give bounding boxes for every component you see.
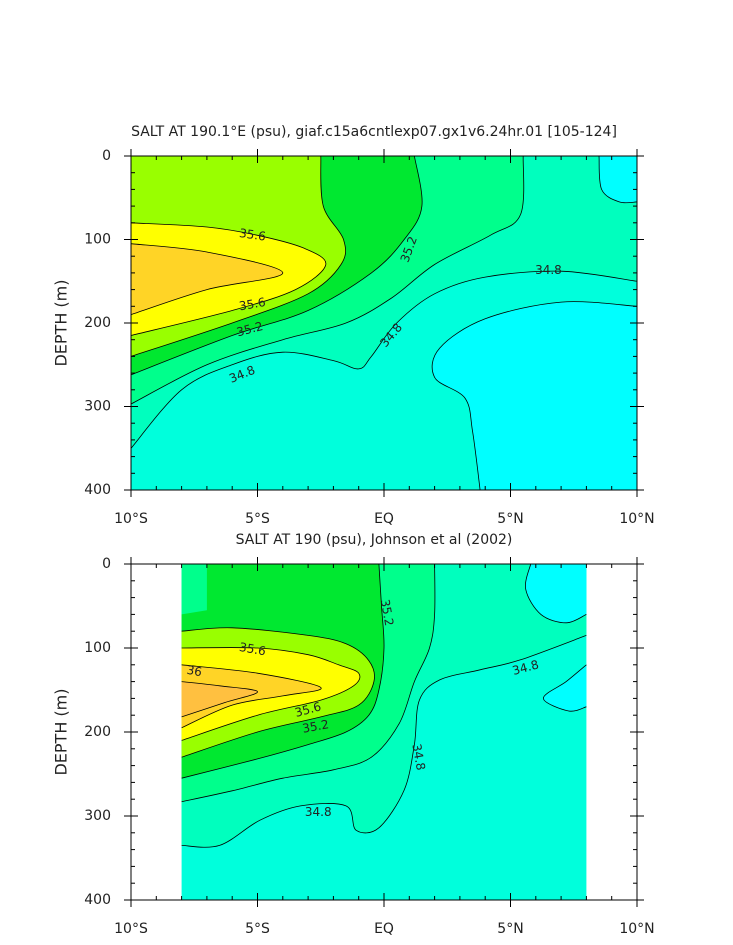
chart-title: SALT AT 190.1°E (psu), giaf.c15a6cntlexp…: [131, 124, 617, 140]
chart-title: SALT AT 190 (psu), Johnson et al (2002): [236, 532, 513, 548]
contour-label: 34.8: [535, 263, 562, 277]
x-tick-label: EQ: [374, 921, 394, 937]
contour-band: [599, 156, 637, 203]
y-axis-label: DEPTH (m): [52, 688, 71, 775]
contour-line: [181, 627, 375, 758]
contour-line: [181, 563, 436, 803]
contour-label: 35.6: [238, 640, 267, 658]
contour-line: [181, 664, 322, 729]
x-tick-label: 10°N: [619, 921, 654, 937]
panel: 35.635.635.234.834.835.234.810°S 5°S EQ 5°N…: [52, 124, 655, 527]
x-tick-label: 5°S: [245, 511, 270, 527]
y-tick-label: 100: [84, 232, 111, 248]
y-tick-label: 200: [84, 724, 111, 740]
contour-label: 35.2: [378, 598, 396, 627]
y-tick-label: 300: [84, 399, 111, 415]
contour-band: [432, 301, 637, 490]
x-tick-label: 5°S: [245, 921, 270, 937]
x-tick-label: 10°N: [619, 511, 654, 527]
contour-band: [131, 243, 283, 315]
x-tick-label: EQ: [374, 511, 394, 527]
contour-line: [181, 563, 385, 779]
contour-label: 35.6: [238, 226, 266, 244]
contour-band: [525, 564, 587, 623]
contour-line: [181, 635, 587, 848]
contour-label: 34.8: [409, 743, 427, 772]
contour-label: 35.6: [293, 699, 322, 719]
y-tick-label: 100: [84, 640, 111, 656]
x-tick-label: 5°N: [497, 511, 523, 527]
contour-line: [130, 155, 423, 376]
contour-line: [130, 270, 638, 449]
contour-line: [431, 301, 638, 491]
x-tick-label: 10°S: [114, 511, 148, 527]
y-tick-label: 400: [84, 892, 111, 908]
contour-line: [181, 681, 258, 718]
y-tick-label: 300: [84, 808, 111, 824]
contour-label: 34.8: [305, 805, 332, 819]
contour-band: [181, 664, 322, 728]
contour-line: [130, 155, 346, 357]
contour-line: [598, 155, 638, 204]
contour-line: [543, 664, 587, 712]
contour-band: [543, 664, 587, 712]
y-tick-label: 0: [102, 556, 111, 572]
contour-line: [524, 563, 587, 624]
contour-label: 36: [186, 663, 203, 679]
contour-band: [181, 681, 258, 717]
contour-label: 35.6: [238, 295, 267, 313]
contour-line: [181, 647, 361, 741]
y-tick-label: 400: [84, 482, 111, 498]
contour-line: [130, 243, 284, 315]
contour-line: [130, 222, 327, 336]
contour-label: 35.2: [301, 717, 330, 735]
y-tick-label: 200: [84, 315, 111, 331]
y-axis-label: DEPTH (m): [52, 279, 71, 366]
x-tick-label: 5°N: [497, 921, 523, 937]
y-tick-label: 0: [102, 148, 111, 164]
contour-line: [130, 155, 525, 405]
x-tick-label: 10°S: [114, 921, 148, 937]
contour-label: 35.2: [235, 319, 264, 339]
contour-label: 34.8: [511, 657, 540, 677]
